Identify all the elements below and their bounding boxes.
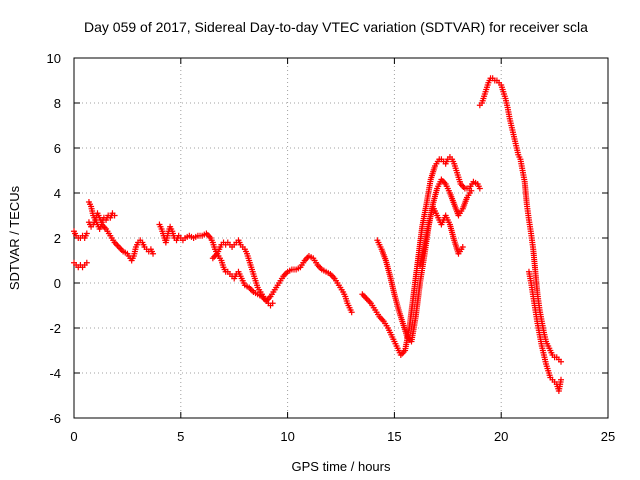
- chart-title: Day 059 of 2017, Sidereal Day-to-day VTE…: [84, 19, 588, 35]
- y-tick-label: -6: [49, 411, 61, 426]
- data-point: [348, 309, 355, 316]
- data-point: [269, 300, 276, 307]
- x-tick-label: 20: [494, 429, 508, 444]
- y-tick-labels: -6 -4 -2 0 2 4 6 8 10: [47, 51, 61, 426]
- x-axis-label: GPS time / hours: [292, 459, 391, 474]
- x-tick-label: 5: [177, 429, 184, 444]
- data-point: [111, 212, 118, 219]
- data-point: [459, 244, 466, 250]
- data-point: [558, 376, 565, 383]
- data-point: [558, 358, 565, 365]
- y-axis-label: SDTVAR / TECUs: [7, 185, 22, 290]
- x-tick-label: 15: [387, 429, 401, 444]
- x-tick-label: 25: [601, 429, 615, 444]
- data-points: [71, 75, 565, 394]
- x-tick-label: 0: [70, 429, 77, 444]
- y-tick-label: 2: [54, 231, 61, 246]
- data-point: [83, 259, 90, 266]
- grid-lines: [74, 58, 608, 418]
- y-tick-label: -2: [49, 321, 61, 336]
- x-tick-labels: 0 5 10 15 20 25: [70, 429, 615, 444]
- y-tick-label: 6: [54, 141, 61, 156]
- y-tick-label: 8: [54, 96, 61, 111]
- data-point: [476, 185, 483, 192]
- data-point: [83, 230, 90, 237]
- y-tick-label: 10: [47, 51, 61, 66]
- y-tick-label: 0: [54, 276, 61, 291]
- y-tick-label: 4: [54, 186, 61, 201]
- x-tick-label: 10: [280, 429, 294, 444]
- y-tick-label: -4: [49, 366, 61, 381]
- plot-frame: [73, 57, 609, 419]
- data-point: [150, 250, 157, 257]
- data-point: [468, 187, 475, 194]
